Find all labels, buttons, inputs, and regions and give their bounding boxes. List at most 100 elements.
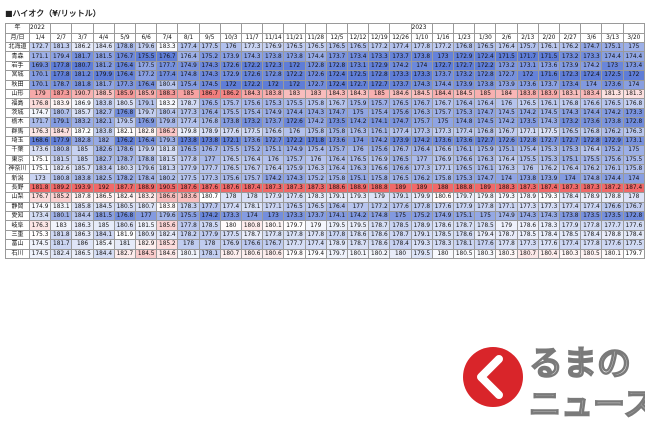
price-cell: 173.6 [580,117,603,128]
price-cell: 173.4 [28,211,52,222]
price-cell: 182.5 [92,173,115,184]
price-cell: 175.1 [495,145,518,156]
price-cell: 176.1 [368,126,391,137]
row-label: 群馬 [5,126,30,137]
price-cell: 177.2 [368,201,391,213]
year-cell [325,23,349,34]
year-cell [389,23,412,34]
price-cell: 172.4 [325,70,349,81]
price-cell: 183.9 [537,88,561,100]
price-cell: 176.5 [325,41,349,53]
row-label: 福島 [5,98,30,109]
price-cell: 179.4 [50,51,73,62]
price-cell: 171.7 [28,117,52,128]
price-cell: 175.1 [262,145,285,156]
price-cell: 177.4 [453,126,476,137]
price-cell: 179.3 [495,192,518,203]
price-cell: 176.5 [304,201,327,213]
price-cell: 176.6 [431,145,455,156]
price-cell: 176.9 [135,117,158,128]
price-cell: 176.5 [283,201,306,213]
price-cell: 173.3 [283,211,306,222]
table-row: 愛知 173.4 180.1 184.4 181.5 176.8 177 179.6 175.5… [5,211,646,222]
price-cell: 175.1 [601,41,624,53]
price-cell: 179.3 [410,239,433,250]
price-cell: 177.1 [516,126,539,137]
date-cell: 3/20 [622,32,646,43]
price-cell: 174.1 [368,117,391,128]
price-cell: 172 [283,60,306,72]
price-cell: 176.7 [495,126,518,137]
price-cell: 174.9 [262,107,285,119]
price-cell: 176.4 [113,70,137,81]
row-label: 青森 [5,51,30,62]
price-cell: 178.1 [453,239,476,250]
price-cell: 174.3 [537,117,561,128]
price-cell: 185.8 [71,201,94,213]
price-cell: 177.6 [601,239,624,250]
price-cell: 177.8 [304,229,327,241]
price-cell: 175.2 [601,145,624,156]
year-cell [559,23,582,34]
price-cell: 176.5 [347,154,370,166]
price-cell: 172.8 [516,135,539,147]
price-cell: 172.7 [28,41,52,53]
price-cell: 176.1 [537,41,561,53]
price-cell: 176.5 [389,154,412,166]
price-cell: 174.4 [601,173,624,184]
price-cell: 183.4 [92,164,115,175]
price-cell: 182.8 [71,135,94,147]
price-cell: 176.8 [198,117,221,128]
date-cell: 6/6 [135,32,158,43]
price-cell: 177.3 [410,126,433,137]
price-cell: 178.3 [431,239,455,250]
price-cell: 184.7 [50,126,73,137]
price-cell: 179.8 [156,117,179,128]
price-cell: 177.7 [198,164,221,175]
year-cell [135,23,158,34]
price-cell: 175 [431,117,455,128]
price-cell: 177.1 [262,201,285,213]
price-cell: 188.6 [325,182,349,194]
date-cell: 8/1 [177,32,200,43]
price-cell: 181.8 [71,79,94,90]
price-cell: 178.7 [347,239,370,250]
price-cell: 178.7 [495,229,518,241]
price-cell: 177.4 [389,126,412,137]
table-row: 青森 171.1 179.4 181.7 181.5 176.7 175.5 176.7 176… [5,51,646,62]
price-cell: 176.4 [410,145,433,156]
price-cell: 174.5 [28,239,52,250]
price-cell: 180.2 [156,173,179,184]
price-cell: 178.4 [580,229,603,241]
row-label: 秋田 [5,79,30,90]
price-cell: 175.3 [453,107,476,119]
price-cell: 173.1 [516,60,539,72]
price-cell: 187.2 [71,126,94,137]
price-cell: 174 [622,173,646,184]
price-cell: 175 [474,211,497,222]
price-cell: 176.8 [580,126,603,137]
price-cell: 178 [241,192,264,203]
price-cell: 178.3 [304,192,327,203]
price-cell: 181.8 [156,145,179,156]
price-cell: 179.5 [347,220,370,231]
price-cell: 183.2 [156,98,179,109]
price-cell: 176.5 [283,41,306,53]
price-cell: 179.1 [410,229,433,241]
price-cell: 177.3 [431,126,455,137]
table-row: 群馬 176.3 184.7 187.2 183.8 182.1 182.8 186.2 179… [5,126,646,137]
price-cell: 175.3 [537,145,561,156]
price-cell: 174.8 [177,70,200,81]
price-cell: 176.7 [431,98,455,109]
price-cell: 184.6 [389,88,412,100]
price-cell: 177.8 [177,154,200,166]
price-cell: 172.6 [241,70,264,81]
price-cell: 178.9 [516,192,539,203]
year-cell [262,23,285,34]
price-cell: 182.4 [156,229,179,241]
price-cell: 173.8 [219,117,243,128]
price-cell: 176.8 [474,126,497,137]
price-cell: 174.4 [601,51,624,62]
price-cell: 171.5 [537,51,561,62]
price-cell: 173.9 [559,60,582,72]
